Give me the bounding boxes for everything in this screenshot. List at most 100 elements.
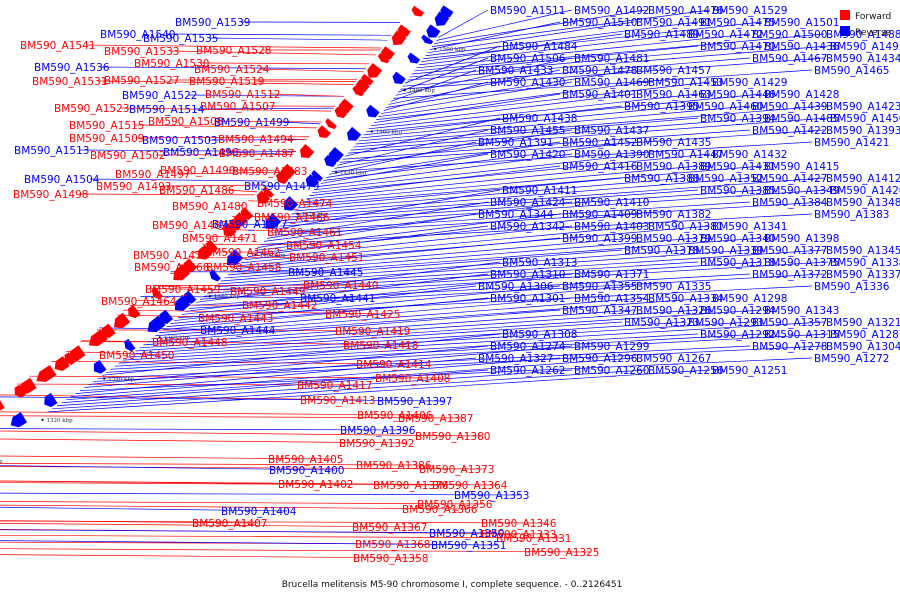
gene-label[interactable]: BM590_A1401 [562,89,637,101]
gene-label[interactable]: BM590_A1490 [160,165,235,177]
gene-label[interactable]: BM590_A1389 [636,161,711,173]
gene-label[interactable]: BM590_A1299 [574,341,649,353]
gene-label[interactable]: BM590_A1292 [700,329,775,341]
gene-label[interactable]: BM590_A1429 [712,77,787,89]
gene-label[interactable]: BM590_A1373 [419,464,494,476]
gene-label[interactable]: BM590_A1315 [764,329,839,341]
gene-label[interactable]: BM590_A1445 [288,267,363,279]
gene-label[interactable]: BM590_A1367 [352,522,427,534]
gene-label[interactable]: BM590_A1431 [700,161,775,173]
gene-label[interactable]: BM590_A1483 [232,166,307,178]
gene-label[interactable]: BM590_A1436 [764,41,840,53]
gene-label[interactable]: BM590_A1452 [562,137,637,149]
gene-label[interactable]: BM590_A1381 [648,221,723,233]
gene-label[interactable]: BM590_A1272 [814,353,889,365]
gene-label[interactable]: BM590_A1368 [355,539,430,551]
gene-label[interactable]: BM590_A1287 [830,329,900,341]
gene-label[interactable]: BM590_A1423 [826,101,900,113]
gene-label[interactable]: BM590_A1371 [574,269,649,281]
gene-label[interactable]: BM590_A1399 [562,233,637,245]
gene-label[interactable]: BM590_A1412 [826,173,900,185]
gene-label[interactable]: BM590_A1325 [524,547,599,559]
gene-label[interactable]: BM590_A1415 [764,161,839,173]
gene-label[interactable]: BM590_A1494 [218,134,294,146]
gene-label[interactable]: BM590_A1313 [502,257,577,269]
gene-label[interactable]: BM590_A1340 [700,233,775,245]
gene-label[interactable]: BM590_A1358 [353,553,428,565]
gene-label[interactable]: BM590_A1481 [574,53,649,65]
gene-label[interactable]: BM590_A1463 [636,89,711,101]
gene-label[interactable]: BM590_A1420 [490,149,565,161]
gene-label[interactable]: BM590_A1425 [325,309,400,321]
gene-label[interactable]: BM590_A1296 [562,353,638,365]
gene-label[interactable]: BM590_A1510 [562,17,637,29]
gene-label[interactable]: BM590_A1515 [69,120,144,132]
gene-label[interactable]: BM590_A1530 [134,58,209,70]
gene-label[interactable]: BM590_A1489 [624,29,699,41]
gene-label[interactable]: BM590_A1540 [100,29,175,41]
gene-label[interactable]: BM590_A1349 [764,185,839,197]
gene-label[interactable]: BM590_A1498 [13,189,88,201]
gene-label[interactable]: BM590_A1355 [562,281,637,293]
gene-label[interactable]: BM590_A1453 [648,77,723,89]
gene-label[interactable]: BM590_A1350 [429,528,504,540]
gene-label[interactable]: BM590_A1487 [219,148,294,160]
gene-label[interactable]: BM590_A1528 [196,45,271,57]
gene-label[interactable]: BM590_A1451 [289,252,364,264]
gene-label[interactable]: BM590_A1304 [826,341,900,353]
gene-label[interactable]: BM590_A1339 [688,245,763,257]
gene-label[interactable]: BM590_A1344 [478,209,554,221]
gene-label[interactable]: BM590_A1531 [32,76,107,88]
gene-label[interactable]: BM590_A1341 [712,221,787,233]
gene-label[interactable]: BM590_A1504 [24,174,100,186]
gene-label[interactable]: BM590_A1335 [636,281,711,293]
gene-label[interactable]: BM590_A1519 [189,76,264,88]
gene-label[interactable]: BM590_A1408 [375,373,450,385]
gene-label[interactable]: BM590_A1450 [99,350,174,362]
gene-label[interactable]: BM590_A1331 [496,533,571,545]
gene-label[interactable]: BM590_A1375 [764,257,839,269]
gene-label[interactable]: BM590_A1372 [752,269,827,281]
gene-label[interactable]: BM590_A1539 [175,17,250,29]
gene-label[interactable]: BM590_A1278 [752,341,827,353]
gene-label[interactable]: BM590_A1491 [636,17,711,29]
gene-label[interactable]: BM590_A1500 [752,29,827,41]
gene-label[interactable]: BM590_A1486 [159,185,235,197]
gene-label[interactable]: BM590_A1343 [764,305,839,317]
gene-label[interactable]: BM590_A1478 [562,65,637,77]
gene-label[interactable]: BM590_A1338 [830,257,900,269]
gene-label[interactable]: BM590_A1495 [830,41,900,53]
gene-label[interactable]: BM590_A1400 [269,465,344,477]
gene-label[interactable]: BM590_A1274 [490,341,566,353]
gene-label[interactable]: BM590_A1428 [764,89,839,101]
gene-label[interactable]: BM590_A1323 [624,317,699,329]
gene-label[interactable]: BM590_A1493 [96,181,171,193]
gene-label[interactable]: BM590_A1397 [377,396,452,408]
gene-label[interactable]: BM590_A1533 [104,46,179,58]
gene-label[interactable]: BM590_A1454 [286,240,362,252]
gene-label[interactable]: BM590_A1460 [688,101,763,113]
gene-label[interactable]: BM590_A1419 [335,326,410,338]
gene-label[interactable]: BM590_A1267 [636,353,711,365]
gene-label[interactable]: BM590_A1476 [648,5,724,17]
gene-label[interactable]: BM590_A1446 [700,89,776,101]
gene-label[interactable]: BM590_A1484 [502,41,578,53]
gene-label[interactable]: BM590_A1469 [574,77,649,89]
gene-label[interactable]: BM590_A1318 [700,257,775,269]
gene-label[interactable]: BM590_A1499 [214,117,289,129]
gene-label[interactable]: BM590_A1464 [101,296,177,308]
gene-label[interactable]: BM590_A1382 [636,209,711,221]
gene-label[interactable]: BM590_A1502 [90,150,165,162]
gene-label[interactable]: BM590_A1406 [357,410,433,422]
gene-label[interactable]: BM590_A1529 [712,5,787,17]
gene-label[interactable]: BM590_A1405 [268,454,343,466]
gene-label[interactable]: BM590_A1321 [826,317,900,329]
gene-label[interactable]: BM590_A1346 [481,518,557,530]
gene-label[interactable]: BM590_A1479 [244,181,319,193]
gene-label[interactable]: BM590_A1348 [826,197,900,209]
gene-label[interactable]: BM590_A1394 [700,113,776,125]
gene-label[interactable]: BM590_A1390 [574,149,649,161]
gene-label[interactable]: BM590_A1418 [343,340,418,352]
gene-label[interactable]: BM590_A1391 [478,137,553,149]
gene-label[interactable]: BM590_A1443 [198,313,273,325]
